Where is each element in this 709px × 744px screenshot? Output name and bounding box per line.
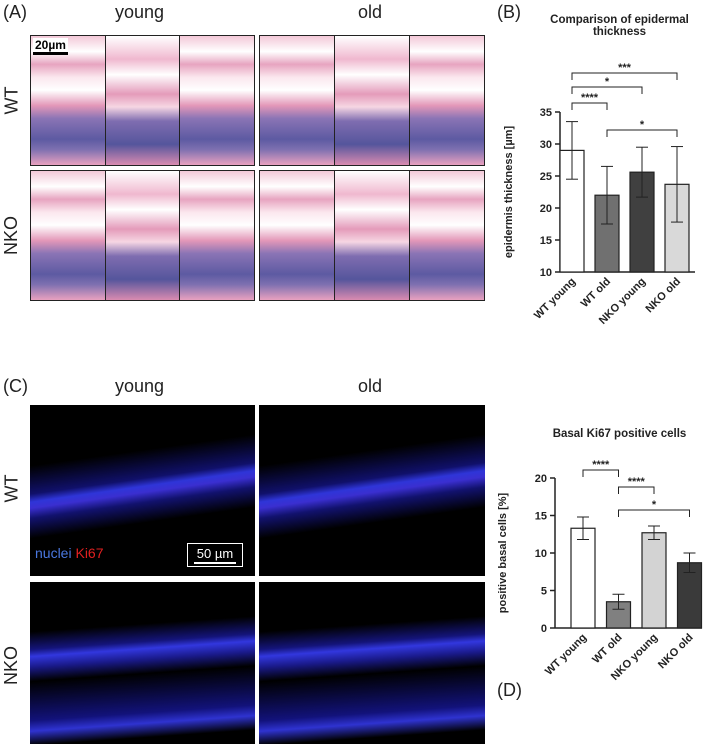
significance-label: **** (628, 476, 646, 488)
chart: 10 15 20 25 30 35 epidermis thickness [µm] WT y… (503, 62, 695, 327)
he-image (30, 35, 255, 166)
y-tick-label: 35 (540, 107, 552, 119)
chart: 0 5 10 15 20 positive basal cells [%] WT young… (497, 459, 703, 683)
significance-bracket (618, 486, 655, 494)
stain-legend: nuclei Ki67 (35, 545, 104, 561)
significance-bracket (606, 129, 678, 137)
bar (570, 527, 596, 629)
he-image (259, 170, 485, 301)
y-tick-label: 5 (541, 586, 547, 598)
stain-label: nuclei (35, 545, 72, 561)
row-label: NKO (1, 215, 22, 256)
bar (641, 532, 667, 629)
y-axis-label: epidermis thickness [µm] (503, 126, 515, 259)
significance-bracket (571, 102, 608, 110)
column-label: old (358, 376, 383, 396)
y-tick-label: 20 (540, 203, 552, 215)
significance-label: *** (618, 62, 632, 74)
x-tick-label: NKO old (656, 632, 696, 672)
he-image (30, 170, 255, 301)
column-label: young (115, 2, 165, 22)
panel-label: (B) (497, 2, 521, 22)
bar (676, 562, 703, 629)
y-tick-label: 10 (535, 548, 547, 560)
scale-bar: 50 µm (187, 543, 243, 567)
significance-label: **** (581, 92, 599, 104)
panel-label: (C) (3, 376, 28, 396)
fluorescence-image (259, 405, 485, 576)
y-tick-label: 20 (535, 473, 547, 485)
row-label: WT (1, 86, 22, 115)
y-axis-label: positive basal cells [%] (497, 492, 509, 613)
significance-bracket (571, 86, 643, 94)
x-tick-label: WT old (590, 632, 624, 666)
fluorescence-image (259, 582, 485, 744)
y-tick-label: 25 (540, 171, 552, 183)
scale-bar-label: 50 µm (196, 546, 234, 561)
he-image (259, 35, 485, 166)
panel-label: (D) (497, 680, 522, 700)
x-tick-label: WT old (579, 276, 613, 310)
significance-bracket (618, 509, 690, 517)
y-tick-label: 15 (540, 235, 552, 247)
x-tick-label: NKO old (644, 276, 684, 316)
scale-bar: 20µm (33, 38, 68, 55)
fluorescence-image (30, 582, 255, 744)
stain-label: Ki67 (75, 545, 104, 561)
y-tick-label: 30 (540, 139, 552, 151)
significance-label: * (640, 119, 645, 131)
chart-title: Comparison of epidermal thickness (550, 14, 689, 38)
significance-label: * (652, 499, 657, 511)
y-tick-label: 0 (541, 623, 547, 635)
y-tick-label: 15 (535, 511, 547, 523)
significance-bracket (582, 469, 619, 477)
significance-bracket (571, 72, 678, 80)
chart-title: Basal Ki67 positive cells (552, 428, 687, 440)
row-label: NKO (1, 645, 22, 686)
row-label: WT (1, 474, 22, 503)
y-tick-label: 10 (540, 267, 552, 279)
x-tick-label: WT young (532, 276, 578, 322)
column-label: young (115, 376, 165, 396)
column-label: old (358, 2, 383, 22)
significance-label: **** (592, 459, 610, 471)
panel-label: (A) (3, 2, 27, 22)
x-tick-label: WT young (543, 632, 589, 678)
significance-label: * (605, 76, 610, 88)
